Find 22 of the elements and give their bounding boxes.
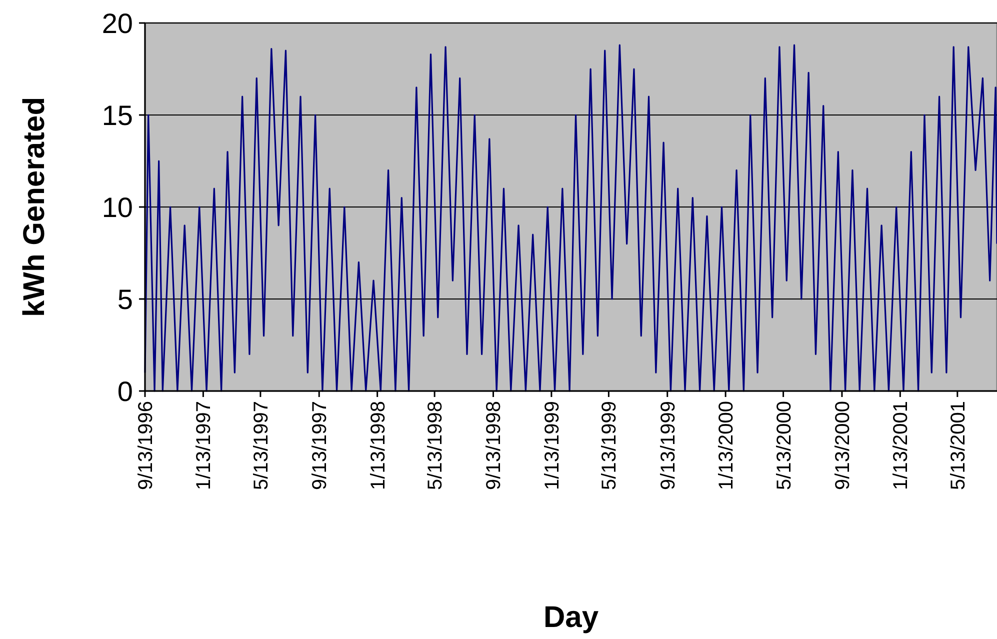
y-tick-label: 20: [102, 8, 133, 39]
x-tick-label: 9/13/1996: [135, 401, 157, 490]
x-tick-label: 5/13/2001: [947, 401, 970, 490]
x-tick-label: 1/13/1998: [367, 401, 390, 490]
x-tick-label: 1/13/1997: [193, 401, 216, 490]
x-tick-label: 1/13/2000: [716, 401, 738, 490]
x-tick-label: 5/13/1998: [424, 401, 447, 490]
x-tick-label: 9/13/1998: [483, 401, 506, 490]
x-tick-label: 1/13/1999: [541, 401, 564, 490]
y-tick-label: 15: [102, 100, 133, 131]
y-tick-label: 10: [102, 192, 133, 223]
x-tick-label: 5/13/1997: [250, 401, 272, 490]
x-tick-label: 5/13/2000: [773, 401, 796, 490]
y-tick-label: 5: [117, 284, 133, 315]
x-tick-label: 1/13/2001: [890, 401, 912, 490]
x-tick-label: 5/13/1999: [598, 401, 621, 490]
y-tick-label: 0: [117, 376, 133, 407]
x-tick-label: 9/13/1999: [657, 401, 680, 490]
y-axis-title: kWh Generated: [18, 96, 51, 318]
x-axis-title: Day: [543, 601, 599, 634]
x-tick-label: 9/13/1997: [309, 401, 332, 490]
x-tick-label: 9/13/2000: [832, 401, 854, 490]
